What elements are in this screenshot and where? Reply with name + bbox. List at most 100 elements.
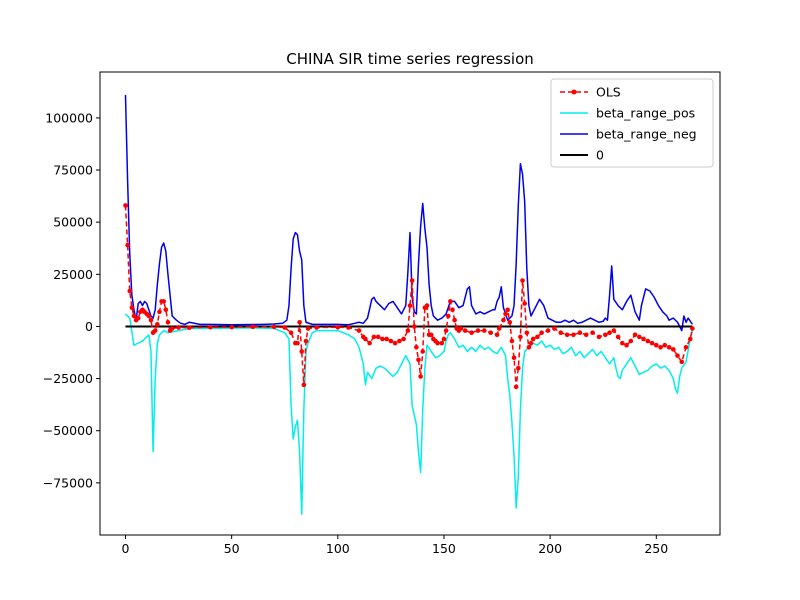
y-tick-label: 25000 xyxy=(53,267,93,282)
ols-point xyxy=(157,309,162,315)
ols-point xyxy=(488,330,493,336)
ols-point xyxy=(539,330,544,336)
y-tick-label: −50000 xyxy=(43,423,93,438)
ols-point xyxy=(607,330,612,336)
ols-point xyxy=(346,325,351,330)
ols-point xyxy=(409,278,415,283)
ols-point xyxy=(169,326,175,331)
ols-point xyxy=(535,334,540,340)
y-tick-label: 50000 xyxy=(53,215,93,230)
ols-point xyxy=(632,332,638,338)
ols-point xyxy=(165,319,171,325)
y-tick-label: −75000 xyxy=(43,475,93,490)
ols-point xyxy=(670,347,676,352)
chart-title: CHINA SIR time series regression xyxy=(286,50,534,68)
ols-point xyxy=(314,325,319,330)
legend: OLS beta_range_pos beta_range_neg 0 xyxy=(550,78,714,168)
series-group xyxy=(123,94,695,515)
ols-point xyxy=(526,345,532,350)
ols-point xyxy=(335,324,341,330)
ols-point xyxy=(282,325,288,330)
ols-point xyxy=(303,338,309,344)
ols-point xyxy=(445,313,451,319)
ols-point xyxy=(690,326,695,331)
ols-point xyxy=(654,342,659,348)
ols-point xyxy=(155,322,160,327)
x-tick-label: 100 xyxy=(326,541,350,556)
series-line-beta-range-pos xyxy=(124,313,694,515)
legend-marker xyxy=(571,89,577,95)
ols-point xyxy=(611,328,617,333)
ols-point xyxy=(687,336,693,342)
ols-point xyxy=(435,340,440,346)
plot-area xyxy=(123,94,695,515)
ols-point xyxy=(658,345,663,350)
ols-point xyxy=(229,324,234,330)
ols-point xyxy=(414,345,419,350)
ols-point xyxy=(397,338,402,344)
ols-point xyxy=(511,355,517,361)
ols-point xyxy=(505,307,510,313)
ols-point xyxy=(208,324,213,330)
ols-point xyxy=(452,317,457,323)
ols-point xyxy=(683,345,689,350)
plot-frame xyxy=(99,71,721,536)
ols-point xyxy=(367,340,372,346)
ols-point xyxy=(152,328,158,333)
ols-point xyxy=(503,311,508,317)
ols-point xyxy=(518,334,523,340)
ols-point xyxy=(662,342,668,348)
ols-point xyxy=(458,326,464,331)
legend-label: 0 xyxy=(596,148,604,163)
y-tick-label: 0 xyxy=(85,319,93,334)
ols-point xyxy=(135,315,141,321)
y-tick-label: 75000 xyxy=(53,163,93,178)
ols-point xyxy=(407,303,413,308)
ols-point xyxy=(545,328,551,333)
ols-point xyxy=(439,340,445,346)
ols-point xyxy=(186,325,192,330)
ols-point xyxy=(271,324,277,330)
ols-point xyxy=(129,305,135,310)
ols-point xyxy=(424,303,430,308)
ols-point xyxy=(501,317,506,323)
ols-point xyxy=(462,328,468,333)
ols-point xyxy=(299,349,305,354)
ols-point xyxy=(649,340,655,346)
ols-point xyxy=(288,330,294,336)
ols-point xyxy=(148,317,154,323)
ols-point xyxy=(420,349,426,354)
ols-point xyxy=(615,334,621,340)
ols-point xyxy=(624,342,629,348)
ols-point xyxy=(301,382,307,388)
ols-point xyxy=(384,336,389,342)
ols-point xyxy=(250,324,256,330)
ols-point xyxy=(375,334,381,340)
ols-point xyxy=(371,334,377,340)
axes: 0 50 100 150 200 250 −75000 −50000 −25000 0 25000 5… xyxy=(43,110,669,556)
ols-point xyxy=(558,330,564,336)
ols-point xyxy=(513,384,519,390)
ols-point xyxy=(161,299,166,304)
ols-point xyxy=(628,338,634,344)
ols-point xyxy=(645,338,651,344)
ols-point xyxy=(469,330,474,336)
ols-point xyxy=(125,242,130,248)
ols-point xyxy=(494,332,500,338)
ols-point xyxy=(666,345,672,350)
ols-point xyxy=(571,332,576,338)
ols-point xyxy=(416,357,421,363)
series-line-beta-range-neg xyxy=(124,94,694,332)
legend-label: beta_range_neg xyxy=(596,127,697,142)
ols-point xyxy=(564,332,570,338)
ols-point xyxy=(356,328,362,333)
legend-label: beta_range_pos xyxy=(596,106,695,121)
ols-point xyxy=(363,336,368,342)
ols-point xyxy=(305,326,311,331)
ols-point xyxy=(507,319,513,325)
ols-point xyxy=(443,328,449,333)
ols-point xyxy=(496,326,502,331)
ols-point xyxy=(509,338,515,344)
x-tick-label: 200 xyxy=(538,541,562,556)
